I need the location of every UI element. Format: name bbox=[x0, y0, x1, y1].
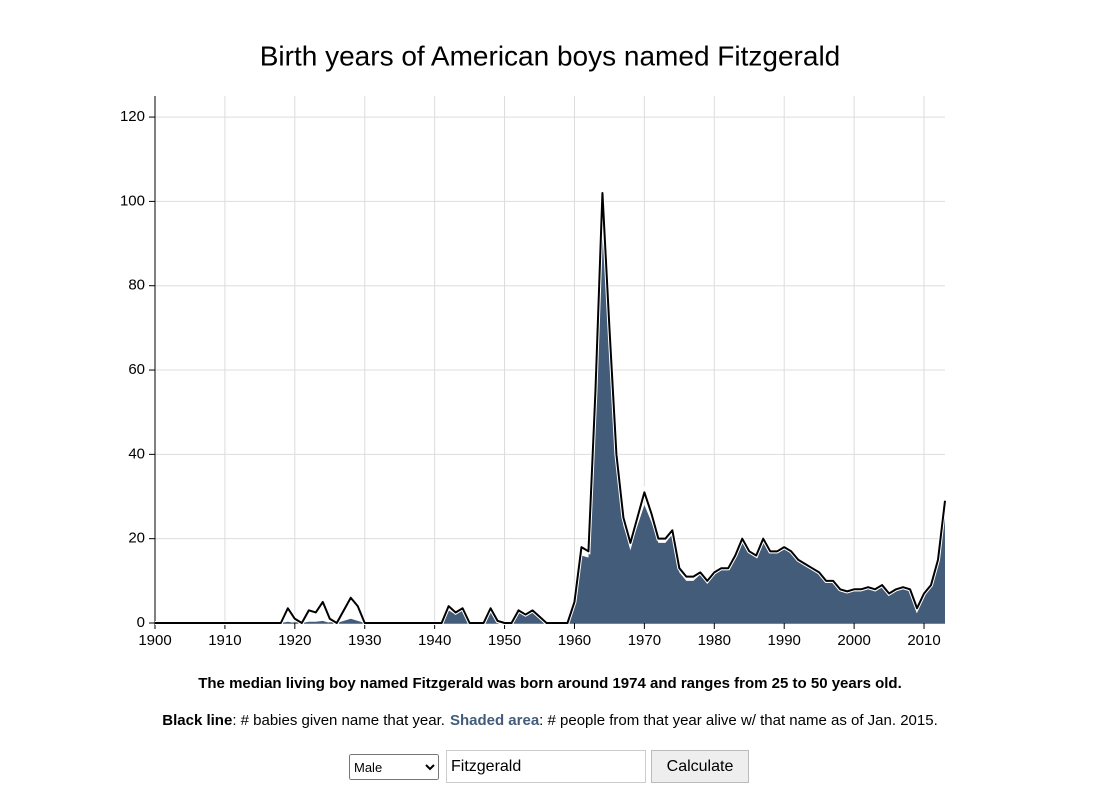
gender-select[interactable]: Male bbox=[349, 754, 439, 780]
x-tick-label: 1910 bbox=[208, 632, 241, 649]
y-tick-label: 120 bbox=[120, 108, 145, 125]
legend: Black line: # babies given name that yea… bbox=[162, 712, 937, 729]
line bbox=[155, 191, 946, 624]
calculate-button[interactable]: Calculate bbox=[651, 750, 749, 783]
name-input[interactable] bbox=[446, 750, 646, 783]
y-tick-label: 80 bbox=[128, 277, 145, 294]
legend-area-label: Shaded area bbox=[450, 712, 540, 729]
x-tick-label: 2010 bbox=[907, 632, 940, 649]
y-tick-label: 0 bbox=[137, 614, 145, 631]
chart: Birth years of American boys named Fitzg… bbox=[120, 40, 947, 729]
legend-line-label: Black line bbox=[162, 712, 232, 729]
area bbox=[155, 222, 945, 624]
x-tick-label: 1970 bbox=[628, 632, 661, 649]
y-tick-label: 20 bbox=[128, 530, 145, 547]
x-tick-label: 1980 bbox=[698, 632, 731, 649]
x-tick-label: 1990 bbox=[768, 632, 801, 649]
y-tick-label: 60 bbox=[128, 361, 145, 378]
x-tick-label: 1940 bbox=[418, 632, 451, 649]
x-tick-label: 2000 bbox=[837, 632, 870, 649]
chart-title: Birth years of American boys named Fitzg… bbox=[260, 40, 840, 71]
median-note: The median living boy named Fitzgerald w… bbox=[198, 675, 902, 692]
x-tick-label: 1900 bbox=[138, 632, 171, 649]
y-tick-label: 100 bbox=[120, 192, 145, 209]
x-tick-label: 1950 bbox=[488, 632, 521, 649]
x-tick-label: 1930 bbox=[348, 632, 381, 649]
legend-area-text: : # people from that year alive w/ that … bbox=[539, 712, 938, 729]
line-halo bbox=[155, 192, 947, 626]
x-tick-label: 1920 bbox=[278, 632, 311, 649]
legend-line-text: : # babies given name that year. bbox=[232, 712, 445, 729]
x-tick-label: 1960 bbox=[558, 632, 591, 649]
y-tick-label: 40 bbox=[128, 445, 145, 462]
